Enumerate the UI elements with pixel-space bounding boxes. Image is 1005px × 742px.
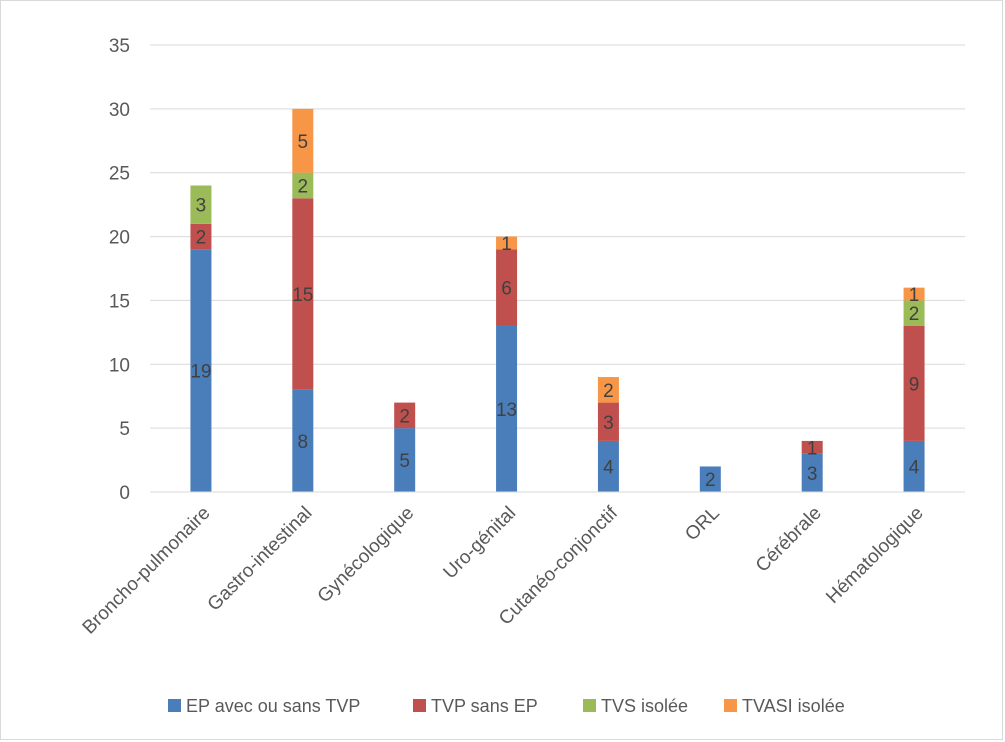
y-tick-label: 15 (109, 291, 130, 312)
data-label: 1 (909, 285, 920, 306)
legend-swatch (168, 699, 181, 712)
legend: EP avec ou sans TVP TVP sans EP TVS isolée… (168, 696, 845, 716)
x-tick-label: Broncho-pulmonaire (79, 503, 215, 639)
legend-swatch (583, 699, 596, 712)
bar-segment (292, 108, 314, 173)
data-label: 15 (292, 285, 313, 306)
bar-segment (292, 172, 314, 199)
data-label: 3 (603, 413, 614, 434)
legend-label: TVASI isolée (742, 696, 845, 716)
bar-segment (394, 402, 416, 429)
legend-item: TVASI isolée (724, 696, 845, 716)
bar-segment (699, 466, 721, 492)
x-tick-label: Uro-génital (440, 503, 521, 584)
x-tick-label: Hématologique (822, 503, 927, 608)
data-label: 9 (909, 374, 920, 395)
data-label: 2 (603, 381, 614, 402)
legend-label: TVP sans EP (431, 696, 538, 716)
data-label: 3 (196, 196, 207, 217)
gridlines (150, 44, 965, 493)
bar-segment (190, 249, 212, 492)
data-label: 2 (909, 304, 920, 325)
bar-segment (190, 223, 212, 250)
data-label: 13 (496, 400, 517, 421)
y-axis: 0 5 10 15 20 25 30 35 (109, 36, 130, 504)
bar-segment (597, 402, 619, 441)
bar-segment (496, 236, 518, 250)
y-tick-label: 30 (109, 100, 130, 121)
x-axis: Broncho-pulmonaireGastro-intestinalGynéc… (79, 491, 965, 639)
bar-segment (496, 325, 518, 492)
data-label: 2 (705, 470, 716, 491)
legend-item: TVS isolée (583, 696, 688, 716)
data-label: 4 (603, 457, 614, 478)
bar-segment (903, 287, 925, 301)
x-tick-label: Gastro-intestinal (204, 503, 317, 616)
bar-segment (801, 453, 823, 492)
data-label: 4 (909, 457, 920, 478)
y-tick-label: 20 (109, 228, 130, 249)
data-label: 3 (807, 464, 818, 485)
data-label: 5 (298, 132, 309, 153)
bar-segment (394, 428, 416, 492)
x-tick-label: ORL (681, 503, 723, 545)
bar-segment (292, 198, 314, 390)
y-tick-label: 0 (119, 483, 130, 504)
x-tick-label: Gynécologique (314, 503, 418, 607)
legend-item: EP avec ou sans TVP (168, 696, 360, 716)
y-tick-label: 5 (119, 419, 130, 440)
x-tick-label: Cérébrale (752, 503, 826, 577)
y-tick-label: 10 (109, 355, 130, 376)
data-label: 19 (190, 362, 211, 383)
bar-segment (903, 325, 925, 441)
legend-item: TVP sans EP (413, 696, 538, 716)
legend-label: TVS isolée (601, 696, 688, 716)
y-tick-label: 35 (109, 36, 130, 57)
data-label: 6 (501, 279, 512, 300)
data-label: 2 (196, 228, 207, 249)
legend-label: EP avec ou sans TVP (186, 696, 360, 716)
data-label: 1 (807, 438, 818, 459)
data-label: 2 (298, 176, 309, 197)
bar-segment (292, 389, 314, 492)
bar-segment (597, 440, 619, 492)
bar-segment (903, 300, 925, 326)
bar-segment (903, 440, 925, 492)
data-label: 1 (501, 234, 512, 255)
bar-segment (597, 377, 619, 403)
data-label: 2 (399, 406, 410, 427)
legend-swatch (724, 699, 737, 712)
data-label: 8 (298, 432, 309, 453)
y-tick-label: 25 (109, 164, 130, 185)
bar-segment (801, 440, 823, 454)
bar-segment (496, 249, 518, 326)
bar-segment (190, 185, 212, 224)
data-label: 5 (399, 451, 410, 472)
legend-swatch (413, 699, 426, 712)
